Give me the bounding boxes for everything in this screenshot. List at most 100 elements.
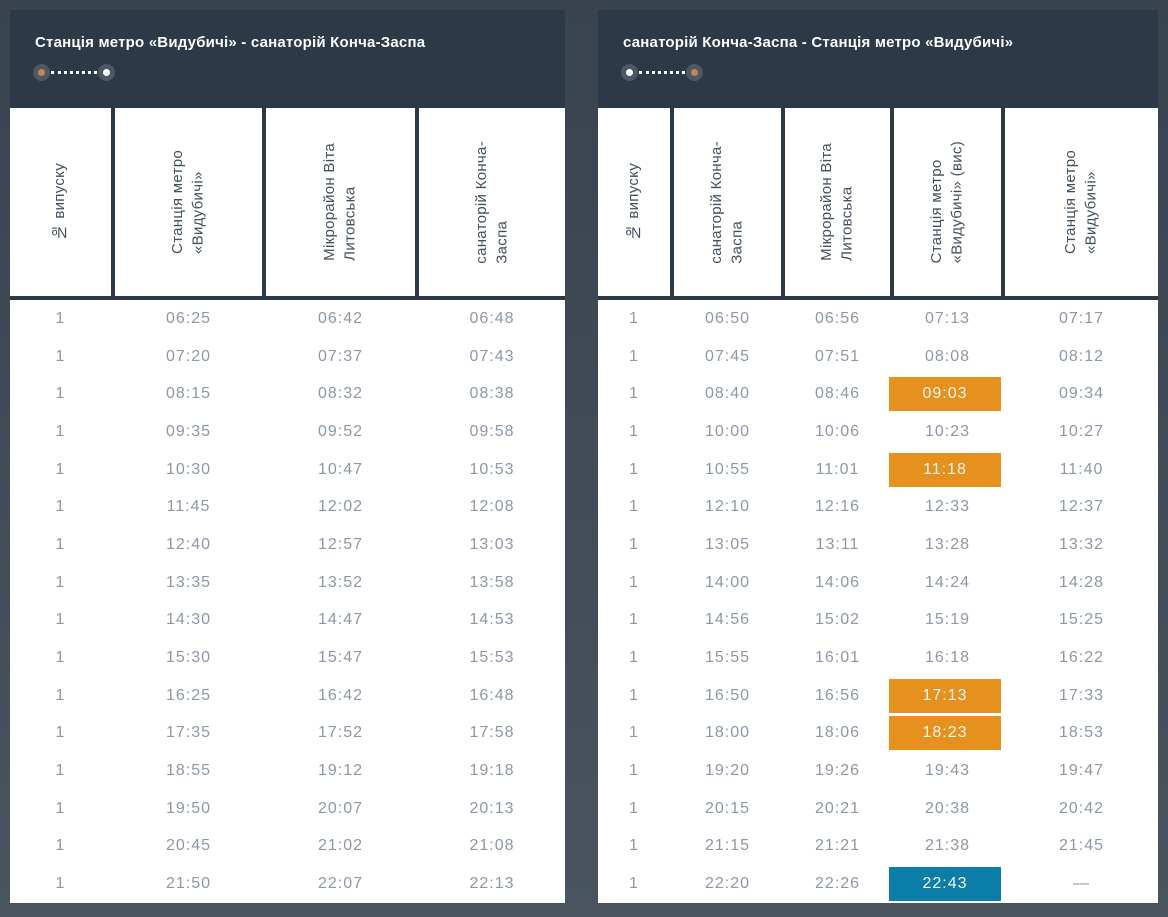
table-cell: 16:42: [317, 686, 364, 704]
card-header: Станція метро «Видубичі» - санаторій Кон…: [10, 10, 565, 108]
table-cell: 16:01: [814, 649, 861, 667]
table-cell: 11:18: [889, 451, 1001, 489]
table-cell: 1: [629, 837, 639, 855]
table-header-row: № випуску Станція метро «Видубичі» Мікрора…: [10, 108, 565, 296]
table-cell: 19:47: [1058, 762, 1105, 780]
table-row: 1 16:50 16:56 17:13 17:33: [598, 677, 1158, 715]
table-cell: 13:52: [317, 573, 364, 591]
table-cell: 10:55: [704, 460, 751, 478]
table-row: 1 19:50 20:07 20:13: [10, 790, 565, 828]
card-header: санаторій Конча-Заспа - Станція метро «В…: [598, 10, 1158, 108]
table-cell: 1: [629, 686, 639, 704]
table-cell: 1: [629, 799, 639, 817]
column-header-label: Мікрорайон Віта Литовська: [321, 143, 359, 261]
table-cell: 06:56: [814, 309, 861, 327]
route-dotted-line-icon: [639, 71, 685, 74]
route-title: санаторій Конча-Заспа - Станція метро «В…: [623, 34, 1014, 51]
highlighted-time: 11:18: [889, 452, 1001, 487]
table-row: 1 20:15 20:21 20:38 20:42: [598, 790, 1158, 828]
table-cell: 22:26: [814, 875, 861, 893]
table-row: 1 06:25 06:42 06:48: [10, 300, 565, 338]
column-header: Станція метро «Видубичі»: [1005, 108, 1158, 296]
table-cell: 12:37: [1058, 498, 1105, 516]
table-cell: 1: [629, 385, 639, 403]
timetable-card-outbound: Станція метро «Видубичі» - санаторій Кон…: [10, 10, 565, 903]
table-cell: 16:48: [469, 686, 515, 704]
table-cell: 18:00: [704, 724, 751, 742]
table-cell: 1: [629, 762, 639, 780]
table-cell: 1: [629, 460, 639, 478]
table-cell: 1: [55, 385, 66, 403]
column-header-label: санаторій Конча- Заспа: [472, 140, 510, 264]
table-cell: 15:55: [704, 649, 751, 667]
column-header-label: № випуску: [624, 163, 642, 241]
table-cell: 21:45: [1058, 837, 1105, 855]
table-cell: 06:25: [165, 309, 212, 327]
table-cell: 1: [629, 535, 639, 553]
column-header-label: № випуску: [51, 163, 69, 241]
route-end-dot: [98, 64, 115, 81]
table-cell: 14:53: [469, 611, 515, 629]
table-cell: 07:37: [317, 347, 364, 365]
table-cell: 10:00: [704, 422, 751, 440]
column-header: Станція метро «Видубичі»: [115, 108, 262, 296]
table-cell: 20:42: [1058, 799, 1105, 817]
table-row: 1 21:50 22:07 22:13: [10, 865, 565, 903]
table-cell: 19:20: [704, 762, 751, 780]
table-cell: 18:53: [1058, 724, 1105, 742]
table-cell: 10:23: [924, 422, 971, 440]
table-cell: 12:16: [814, 498, 861, 516]
table-cell: 22:13: [469, 875, 515, 893]
table-cell: 16:25: [165, 686, 212, 704]
table-cell: 15:25: [1058, 611, 1105, 629]
table-cell: 09:34: [1058, 385, 1105, 403]
table-cell: 08:12: [1058, 347, 1105, 365]
column-header: № випуску: [598, 108, 670, 296]
route-direction-indicator: [621, 64, 1158, 81]
table-cell: 17:58: [469, 724, 515, 742]
table-cell: —: [1073, 875, 1090, 893]
table-row: 1 08:40 08:46 09:03 09:34: [598, 375, 1158, 413]
table-cell: 14:06: [814, 573, 861, 591]
table-cell: 06:48: [469, 309, 515, 327]
table-cell: 16:22: [1058, 649, 1105, 667]
table-cell: 13:58: [469, 573, 515, 591]
column-header: санаторій Конча- Заспа: [674, 108, 781, 296]
table-cell: 14:30: [165, 611, 212, 629]
route-end-dot: [686, 64, 703, 81]
table-row: 1 10:30 10:47 10:53: [10, 451, 565, 489]
column-header-label: санаторій Конча- Заспа: [708, 140, 746, 264]
table-cell: 19:50: [165, 799, 212, 817]
table-cell: 17:33: [1058, 686, 1105, 704]
table-row: 1 15:55 16:01 16:18 16:22: [598, 639, 1158, 677]
column-header-label: Станція метро «Видубичі»: [169, 150, 207, 254]
table-cell: 08:32: [317, 385, 364, 403]
table-cell: 06:50: [704, 309, 751, 327]
table-cell: 10:30: [165, 460, 212, 478]
table-cell: 14:56: [704, 611, 751, 629]
table-row: 1 21:15 21:21 21:38 21:45: [598, 828, 1158, 866]
route-direction-indicator: [33, 64, 565, 81]
table-cell: 12:33: [924, 498, 971, 516]
table-cell: 1: [629, 573, 639, 591]
column-header: № випуску: [10, 108, 111, 296]
table-cell: 1: [629, 649, 639, 667]
table-cell: 15:02: [814, 611, 861, 629]
table-cell: 1: [55, 799, 66, 817]
column-header: Станція метро «Видубичі» (вис): [894, 108, 1001, 296]
table-cell: 22:07: [317, 875, 364, 893]
highlighted-time: 17:13: [889, 678, 1001, 713]
table-cell: 18:55: [165, 762, 212, 780]
table-cell: 1: [55, 649, 66, 667]
table-body: 1 06:50 06:56 07:13 07:17 1 07:45 07:51 08:08 08:…: [598, 300, 1158, 903]
table-cell: 1: [55, 611, 66, 629]
highlighted-time: 22:43: [889, 867, 1001, 902]
table-cell: 19:43: [924, 762, 971, 780]
table-row: 1 17:35 17:52 17:58: [10, 715, 565, 753]
table-cell: 08:15: [165, 385, 212, 403]
table-cell: 15:53: [469, 649, 515, 667]
route-start-dot: [621, 64, 638, 81]
table-cell: 1: [629, 347, 639, 365]
table-cell: 10:27: [1058, 422, 1105, 440]
table-cell: 21:38: [924, 837, 971, 855]
